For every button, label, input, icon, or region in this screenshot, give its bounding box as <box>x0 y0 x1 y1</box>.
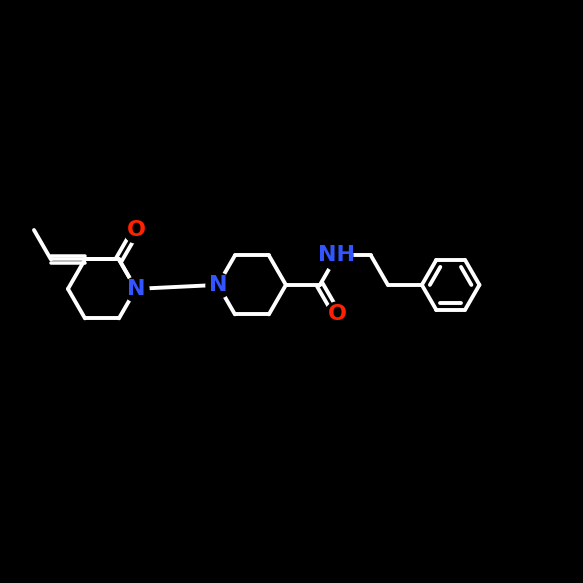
Text: N: N <box>209 275 227 295</box>
Text: NH: NH <box>318 245 356 265</box>
Text: N: N <box>127 279 145 299</box>
Text: O: O <box>328 304 346 324</box>
Text: O: O <box>127 220 145 240</box>
